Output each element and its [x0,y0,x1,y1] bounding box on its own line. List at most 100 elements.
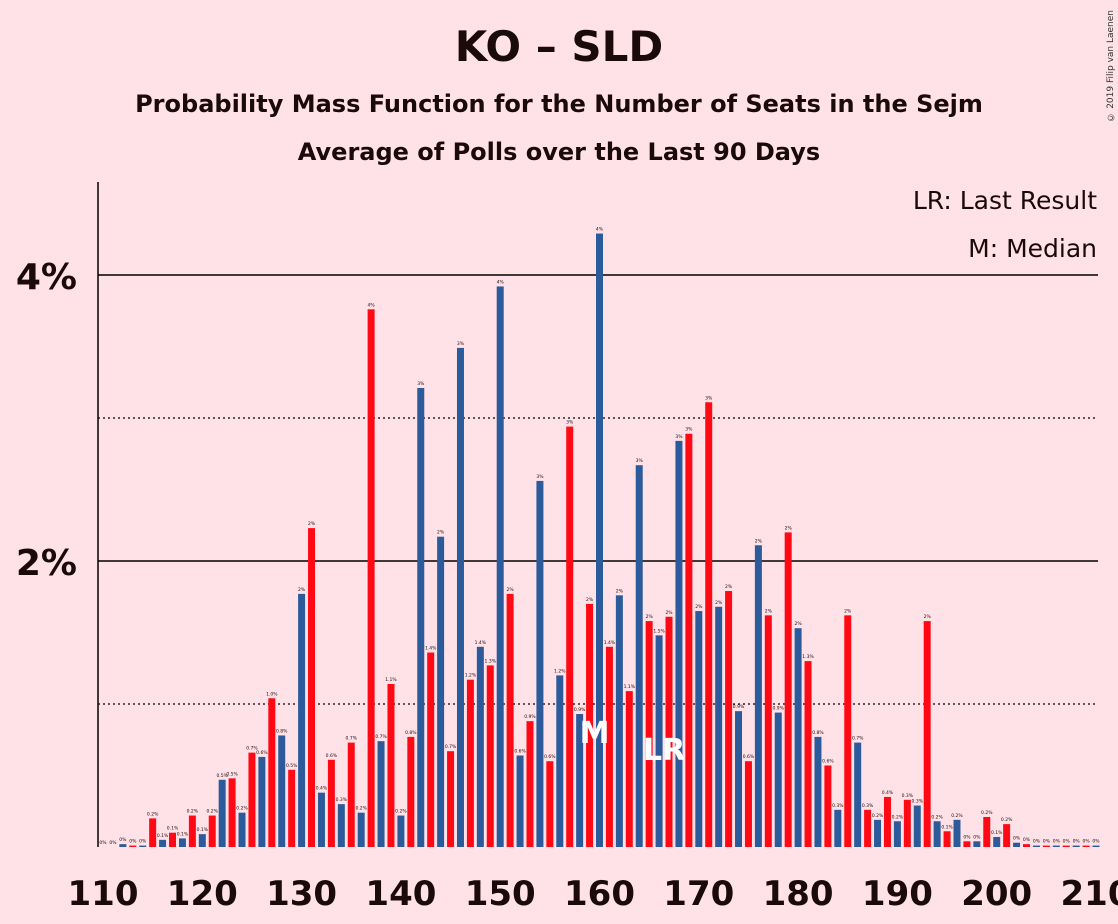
bar-seat-199 [983,816,991,847]
bar-label-seat-121: 0.2% [207,809,219,815]
bar-seat-155 [546,761,554,847]
bar-label-seat-187: 0.3% [862,803,874,809]
bar-seat-184 [834,809,842,847]
bar-seat-121 [208,815,216,847]
bar-seat-197 [963,841,971,847]
bar-seat-185 [844,615,852,847]
legend-median: M: Median [968,234,1097,263]
legend-last-result: LR: Last Result [913,186,1097,215]
bar-label-seat-203: 0% [1023,837,1031,843]
bar-seat-146 [456,347,464,847]
bar-seat-196 [953,819,961,847]
bar-label-seat-177: 2% [765,608,773,614]
bar-label-seat-111: 0% [109,840,117,846]
bar-seat-118 [178,838,186,847]
bar-label-seat-189: 0.4% [882,790,894,796]
bar-label-seat-197: 0% [963,834,971,840]
bar-seat-208 [1072,845,1080,847]
bar-labels: 0% 0%0% 0% 0%0.2%0.1%0.1%0.1%0.2%0.1%0.2%0.… [99,227,1100,846]
chart-title: KO – SLD [454,22,664,71]
bar-seat-167 [665,616,673,847]
bar-label-seat-144: 2% [437,530,445,536]
bar-seat-188 [874,819,882,847]
bar-seat-132 [317,792,325,847]
bar-seat-177 [764,615,772,847]
bar-label-seat-117: 0.1% [167,826,179,832]
bar-label-seat-128: 0.8% [276,728,288,734]
bar-seat-209 [1082,845,1090,847]
bar-seat-114 [139,845,147,847]
bar-label-seat-165: 2% [646,614,654,620]
bar-label-seat-119: 0.2% [187,809,199,815]
bar-seat-207 [1062,845,1070,847]
last-result-marker: LR [643,733,685,768]
bar-label-seat-132: 0.4% [316,786,328,792]
bar-seat-129 [288,769,296,847]
bar-seat-191 [903,799,911,847]
bar-label-seat-174: 0.9% [733,704,745,710]
bar-label-seat-114: 0% [139,839,147,845]
bar-seat-169 [685,433,693,847]
bar-label-seat-124: 0.2% [236,806,248,812]
bars [119,233,1100,847]
bar-label-seat-190: 0.2% [892,814,904,820]
bar-label-seat-112: 0% [119,837,127,843]
bar-seat-160 [596,233,603,847]
x-tick-label: 190 [862,874,933,914]
bar-label-seat-162: 2% [616,588,624,594]
bar-seat-144 [437,536,445,847]
x-tick-label: 180 [763,874,834,914]
bar-label-seat-185: 2% [844,608,852,614]
bar-label-seat-157: 3% [566,420,574,426]
bar-label-seat-176: 2% [755,538,763,544]
bar-label-seat-163: 1.1% [624,684,636,690]
bar-seat-125 [248,752,256,847]
bar-seat-168 [675,440,683,847]
bar-label-seat-182: 0.8% [812,730,824,736]
bar-label-seat-148: 1.4% [475,640,487,646]
bar-seat-145 [447,751,455,847]
bar-seat-127 [268,698,276,847]
bar-seat-186 [854,742,862,847]
bar-label-seat-138: 0.7% [375,734,387,740]
bar-seat-210 [1092,845,1100,847]
bar-seat-193 [923,621,931,847]
bar-seat-153 [526,721,534,847]
y-tick-label: 4% [16,257,77,298]
x-tick-label: 130 [266,874,337,914]
bar-seat-182 [814,736,822,847]
bar-seat-113 [129,845,137,847]
bar-seat-156 [556,675,564,847]
x-tick-label: 210 [1061,874,1118,914]
bar-seat-201 [1003,824,1011,847]
bar-label-seat-123: 0.5% [226,771,238,777]
bar-seat-172 [715,606,723,847]
bar-seat-147 [466,679,474,847]
bar-seat-135 [347,742,355,847]
bar-seat-192 [913,805,921,847]
bar-label-seat-175: 0.6% [743,754,755,760]
bar-label-seat-179: 2% [785,525,793,531]
bar-seat-159 [586,603,594,847]
bar-label-seat-143: 1.4% [425,646,437,652]
bar-label-seat-210: 0% [1092,839,1100,845]
bar-label-seat-122: 0.5% [216,773,228,779]
bar-seat-128 [278,735,286,847]
bar-label-seat-152: 0.6% [514,748,526,754]
bar-seat-170 [695,611,703,847]
bar-label-seat-161: 1.4% [604,640,616,646]
bar-seat-178 [774,712,782,847]
bar-label-seat-137: 4% [368,302,376,308]
bar-seat-151 [506,593,514,847]
bar-seat-152 [516,755,524,847]
bar-seat-205 [1042,845,1050,847]
bar-label-seat-113: 0% [129,839,137,845]
bar-seat-136 [357,812,365,847]
bar-seat-194 [933,821,941,847]
bar-label-seat-192: 0.3% [912,799,924,805]
bar-seat-150 [496,286,504,847]
bar-seat-143 [427,652,435,847]
bar-label-seat-191: 0.3% [902,793,914,799]
bar-label-seat-120: 0.1% [197,827,209,833]
